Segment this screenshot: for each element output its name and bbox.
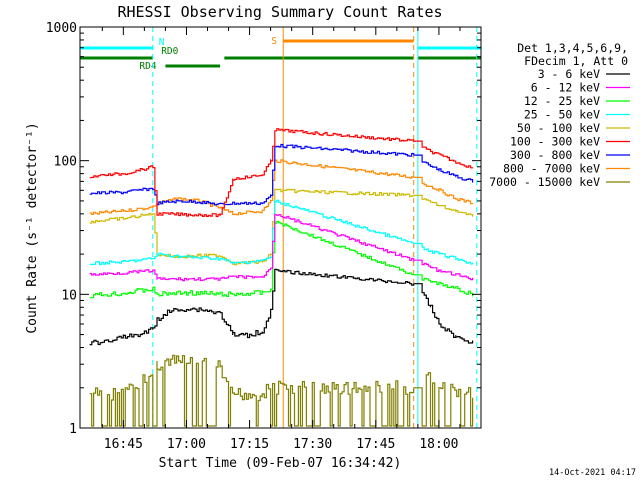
state-bar-label-rd0: RD0 bbox=[161, 46, 178, 57]
state-bars: N S RD0 RD4 bbox=[80, 36, 481, 72]
x-tick-label-2: 17:15 bbox=[230, 437, 269, 452]
y-tick-label-0: 1 bbox=[69, 422, 77, 437]
legend-label-300-800-kev: 300 - 800 keV bbox=[510, 148, 600, 162]
legend-header-line-1: Det 1,3,4,5,6,9, bbox=[517, 41, 628, 55]
legend: Det 1,3,4,5,6,9, FDecim 1, Att 0 3 - 6 k… bbox=[489, 41, 630, 189]
y-tick-label-2: 100 bbox=[54, 155, 77, 170]
state-bar-label-n: N bbox=[159, 37, 165, 48]
legend-label-6-12-kev: 6 - 12 keV bbox=[531, 81, 600, 95]
legend-label-7000-15000-kev: 7000 - 15000 keV bbox=[489, 175, 600, 189]
series-100-300-kev bbox=[89, 128, 474, 218]
y-tick-label-3: 1000 bbox=[46, 21, 77, 36]
legend-label-12-25-kev: 12 - 25 keV bbox=[524, 94, 600, 108]
series-6-12-kev bbox=[89, 214, 474, 282]
legend-label-3-6-kev: 3 - 6 keV bbox=[538, 67, 600, 81]
series-3-6-kev bbox=[89, 268, 474, 346]
x-tick-label-5: 18:00 bbox=[419, 437, 458, 452]
y-axis: 1 10 100 1000 bbox=[46, 21, 481, 437]
y-tick-label-1: 10 bbox=[61, 288, 77, 303]
vertical-markers bbox=[152, 27, 478, 428]
series-12-25-kev bbox=[89, 220, 474, 299]
legend-label-25-50-kev: 25 - 50 keV bbox=[524, 108, 600, 122]
series-25-50-kev bbox=[89, 199, 474, 266]
x-tick-label-1: 17:00 bbox=[167, 437, 206, 452]
y-axis-label: Count Rate (s⁻¹ detector⁻¹) bbox=[25, 122, 40, 333]
x-tick-label-0: 16:45 bbox=[104, 437, 143, 452]
x-axis-label: Start Time (09-Feb-07 16:34:42) bbox=[159, 456, 402, 471]
chart-title: RHESSI Observing Summary Count Rates bbox=[117, 3, 442, 21]
footer-timestamp: 14-Oct-2021 04:17 bbox=[549, 468, 636, 478]
plot-frame bbox=[79, 26, 482, 429]
state-bar-label-s: S bbox=[271, 36, 277, 47]
series-300-800-kev bbox=[89, 143, 474, 206]
legend-label-800-7000-kev: 800 - 7000 keV bbox=[503, 162, 600, 176]
series-7000-15000-kev bbox=[89, 354, 474, 427]
x-tick-label-3: 17:30 bbox=[293, 437, 332, 452]
x-axis: 16:45 17:00 17:15 17:30 17:45 18:00 bbox=[101, 27, 461, 452]
legend-header-line-2: FDecim 1, Att 0 bbox=[524, 54, 628, 68]
series-lines bbox=[89, 128, 474, 427]
series-800-7000-kev bbox=[89, 159, 474, 216]
x-tick-label-4: 17:45 bbox=[356, 437, 395, 452]
state-bar-label-rd4: RD4 bbox=[139, 61, 156, 72]
legend-label-100-300-kev: 100 - 300 keV bbox=[510, 135, 600, 149]
series-50-100-kev bbox=[89, 188, 474, 266]
legend-label-50-100-kev: 50 - 100 keV bbox=[517, 121, 600, 135]
